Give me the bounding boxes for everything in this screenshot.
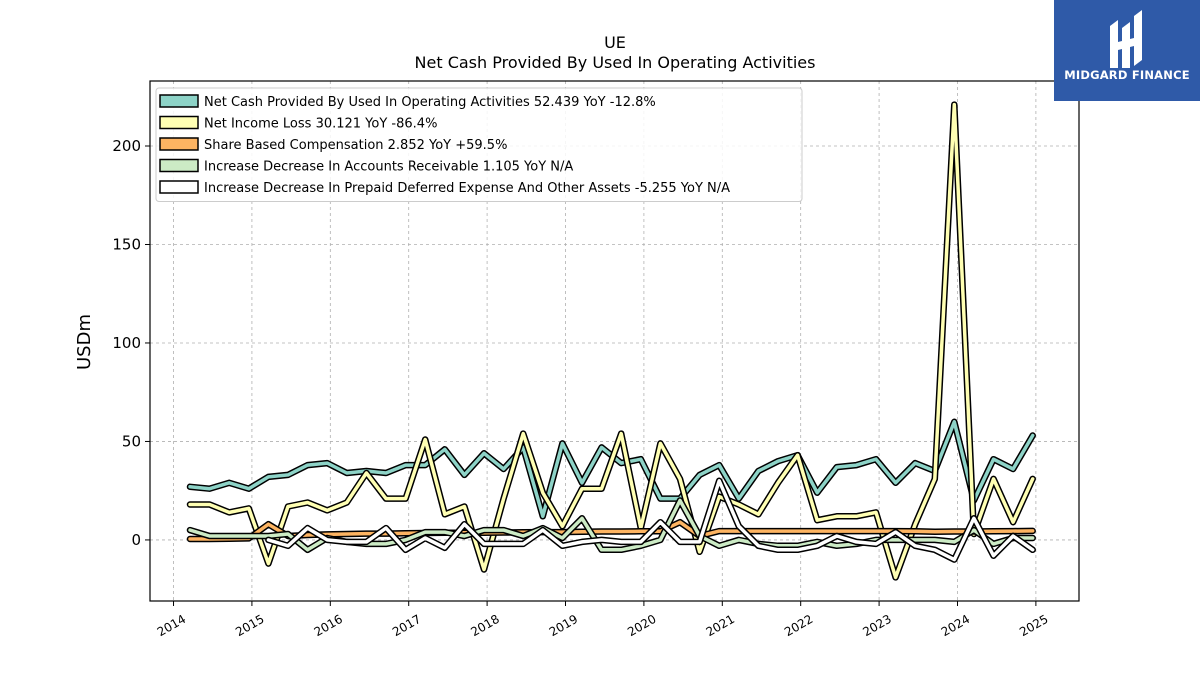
plot-frame [149,80,1080,602]
legend-swatch-2 [159,137,199,151]
legend-box [155,87,803,202]
legend-label-0: Net Cash Provided By Used In Operating A… [204,95,656,110]
x-tick-label: 2022 [782,612,815,639]
x-tick-label: 2014 [155,612,188,639]
x-tick-label: 2025 [1017,612,1050,639]
x-tick-label: 2020 [625,612,658,639]
y-tick-label: 200 [112,137,141,155]
y-axis-label: USDm [74,314,95,370]
x-tick-label: 2021 [704,612,737,639]
legend-swatch-0 [159,94,199,108]
x-tick-label: 2017 [390,612,423,639]
legend-swatch-1 [159,115,199,130]
x-tick-label: 2018 [468,612,501,639]
legend-label-2: Share Based Compensation 2.852 YoY +59.5… [204,138,507,153]
legend-swatch-3 [159,158,199,173]
y-tick-label: 100 [112,334,141,352]
y-tick-label: 50 [122,432,141,450]
chart-title: UE [604,33,626,52]
y-tick-label: 150 [112,235,141,253]
brand-mark-icon [1110,10,1142,68]
series-line-4 [266,479,1035,562]
x-tick-label: 2016 [312,612,345,639]
chart-subtitle: Net Cash Provided By Used In Operating A… [415,53,816,72]
series-line-1 [188,102,1035,580]
legend-label-4: Increase Decrease In Prepaid Deferred Ex… [204,181,730,196]
x-tick-label: 2023 [860,612,893,639]
legend-swatch-4 [159,180,199,194]
legend-label-1: Net Income Loss 30.121 YoY -86.4% [204,117,437,132]
legend: Net Cash Provided By Used In Operating A… [155,87,803,202]
x-tick-label: 2015 [233,612,266,639]
brand-name: MIDGARD FINANCE [1064,68,1190,82]
y-tick-label: 0 [131,531,141,549]
legend-label-3: Increase Decrease In Accounts Receivable… [204,160,573,175]
x-tick-label: 2019 [547,612,580,639]
series-layer [186,101,1036,581]
x-tick-label: 2024 [939,612,972,639]
axes: 2014 2015 2016 2017 2018 2019 2020 2021 2022 2023… [112,137,1050,639]
brand-logo: MIDGARD FINANCE [1054,0,1200,101]
